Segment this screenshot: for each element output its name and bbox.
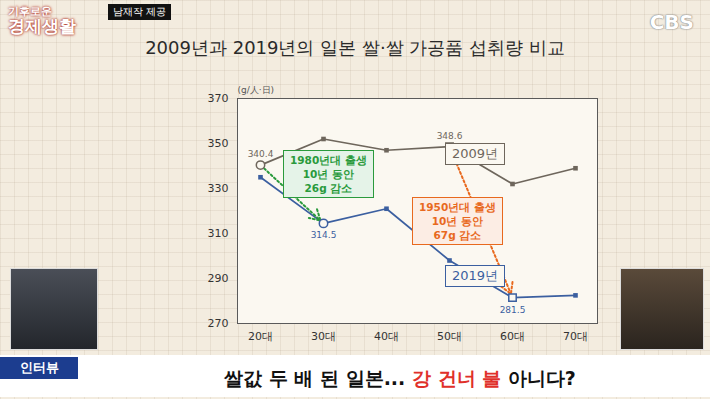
svg-text:270: 270 [208, 317, 229, 330]
svg-text:20대: 20대 [248, 330, 273, 343]
svg-text:350: 350 [208, 137, 229, 150]
html-text:인터뷰: 인터뷰 [19, 360, 59, 375]
html-text:기후로운: 기후로운 [8, 5, 52, 18]
svg-text:330: 330 [208, 182, 229, 195]
html-text:남재작 제공: 남재작 제공 [113, 6, 167, 17]
html-text:67g 감소: 67g 감소 [433, 229, 482, 241]
svg-text:370: 370 [208, 92, 229, 105]
svg-text:310: 310 [208, 227, 229, 240]
html-text:26g 감소: 26g 감소 [304, 182, 353, 194]
svg-text:290: 290 [208, 272, 229, 285]
html-text:2019년: 2019년 [452, 268, 499, 283]
html-text:1950년대 출생: 1950년대 출생 [419, 201, 496, 213]
svg-text:30대: 30대 [311, 330, 336, 343]
svg-text:70대: 70대 [563, 330, 588, 343]
html-text:CBS: CBS [649, 10, 694, 34]
svg-text:(g/人·日): (g/人·日) [238, 85, 275, 95]
html-text:쌀값 두 배 된 일본...강 건너 불아니다?: 쌀값 두 배 된 일본...강 건너 불아니다? [224, 367, 576, 389]
html-text:10년 동안: 10년 동안 [302, 168, 355, 180]
html-text:경제생활: 경제생활 [8, 15, 76, 36]
svg-text:314.5: 314.5 [311, 230, 337, 240]
html-text:1980년대 출생: 1980년대 출생 [290, 154, 367, 166]
html-text:10년 동안: 10년 동안 [431, 215, 484, 227]
html-text:2009년과 2019년의 일본 쌀·쌀 가공품 섭취량 비: 2009년과 2019년의 일본 쌀·쌀 가공품 섭취량 비교 [145, 37, 565, 58]
svg-text:281.5: 281.5 [500, 305, 526, 315]
svg-text:40대: 40대 [374, 330, 399, 343]
svg-text:50대: 50대 [437, 330, 462, 343]
html-text:2009년: 2009년 [452, 146, 499, 161]
svg-text:60대: 60대 [500, 330, 525, 343]
svg-text:348.6: 348.6 [437, 131, 463, 141]
svg-text:340.4: 340.4 [248, 149, 274, 159]
